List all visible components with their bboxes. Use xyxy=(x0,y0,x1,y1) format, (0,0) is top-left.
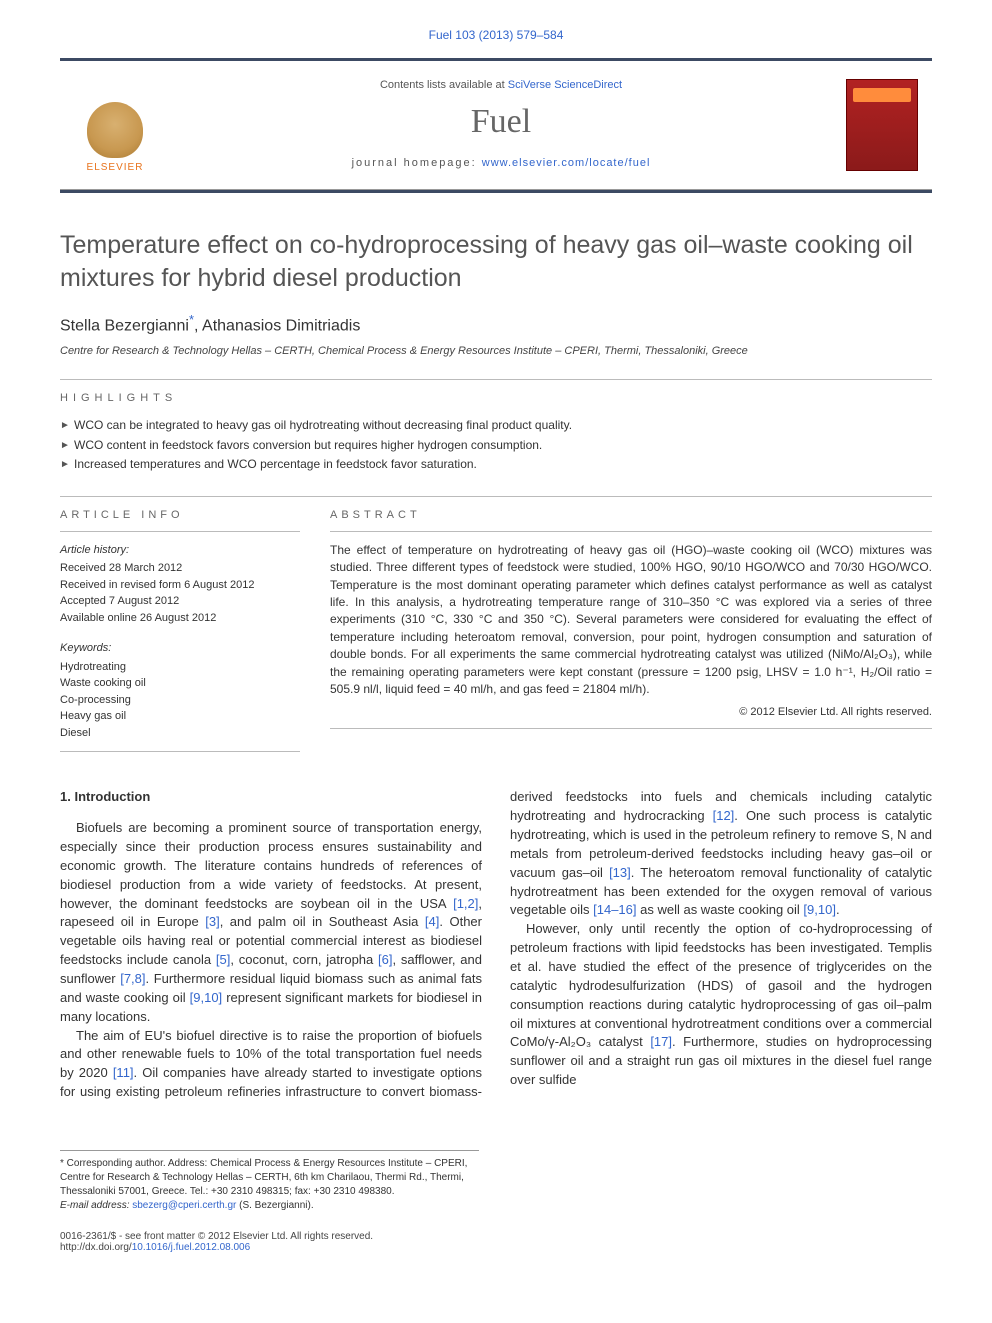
article-info-heading: article info xyxy=(60,509,300,521)
citation-link[interactable]: [14–16] xyxy=(593,902,636,917)
highlight-item: WCO content in feedstock favors conversi… xyxy=(60,436,932,455)
masthead: ELSEVIER Contents lists available at Sci… xyxy=(60,58,932,193)
running-head: Fuel 103 (2013) 579–584 xyxy=(60,28,932,42)
abstract-copyright: © 2012 Elsevier Ltd. All rights reserved… xyxy=(330,706,932,718)
homepage-prefix: journal homepage: xyxy=(352,157,482,169)
doi-line: http://dx.doi.org/10.1016/j.fuel.2012.08… xyxy=(60,1242,373,1253)
elsevier-tree-icon xyxy=(87,102,143,158)
email-suffix: (S. Bezergianni). xyxy=(236,1200,313,1211)
divider xyxy=(60,496,932,497)
email-link[interactable]: sbezerg@cperi.certh.gr xyxy=(132,1200,236,1211)
keyword[interactable]: Waste cooking oil xyxy=(60,675,300,692)
citation-link[interactable]: [4] xyxy=(425,914,439,929)
homepage-line: journal homepage: www.elsevier.com/locat… xyxy=(160,157,842,169)
body-text: 1. Introduction Biofuels are becoming a … xyxy=(60,788,932,1102)
publisher-name: ELSEVIER xyxy=(87,162,144,173)
citation-link[interactable]: [12] xyxy=(713,808,735,823)
history-item: Received 28 March 2012 xyxy=(60,560,300,577)
author-list: Stella Bezergianni*, Athanasios Dimitria… xyxy=(60,312,932,335)
history-item: Accepted 7 August 2012 xyxy=(60,593,300,610)
page-footer: 0016-2361/$ - see front matter © 2012 El… xyxy=(60,1231,932,1253)
keyword[interactable]: Co-processing xyxy=(60,692,300,709)
citation-link[interactable]: [1,2] xyxy=(453,896,478,911)
article-info-column: article info Article history: Received 2… xyxy=(60,509,300,753)
citation-link[interactable]: [3] xyxy=(205,914,219,929)
corresponding-author-footnote: * Corresponding author. Address: Chemica… xyxy=(60,1157,479,1199)
author-2[interactable]: , Athanasios Dimitriadis xyxy=(194,317,360,334)
citation-link[interactable]: [5] xyxy=(216,952,230,967)
footnote-block: * Corresponding author. Address: Chemica… xyxy=(60,1150,479,1213)
citation-link[interactable]: [11] xyxy=(113,1065,134,1080)
highlight-item: Increased temperatures and WCO percentag… xyxy=(60,455,932,474)
history-item: Received in revised form 6 August 2012 xyxy=(60,577,300,594)
email-label: E-mail address: xyxy=(60,1200,132,1211)
contents-prefix: Contents lists available at xyxy=(380,79,508,91)
citation-link[interactable]: [6] xyxy=(378,952,392,967)
abstract-heading: abstract xyxy=(330,509,932,521)
citation-link[interactable]: [7,8] xyxy=(120,971,145,986)
keyword[interactable]: Heavy gas oil xyxy=(60,708,300,725)
citation-link[interactable]: [9,10] xyxy=(190,990,223,1005)
keyword[interactable]: Diesel xyxy=(60,725,300,742)
highlights-section: highlights WCO can be integrated to heav… xyxy=(60,392,932,474)
affiliation: Centre for Research & Technology Hellas … xyxy=(60,345,932,357)
article-title: Temperature effect on co-hydroprocessing… xyxy=(60,229,932,294)
contents-available-line: Contents lists available at SciVerse Sci… xyxy=(160,79,842,91)
highlights-heading: highlights xyxy=(60,392,932,404)
section-heading-1: 1. Introduction xyxy=(60,788,482,807)
citation-link[interactable]: [17] xyxy=(650,1034,672,1049)
body-paragraph: However, only until recently the option … xyxy=(510,920,932,1090)
issn-line: 0016-2361/$ - see front matter © 2012 El… xyxy=(60,1231,373,1242)
keywords-label: Keywords: xyxy=(60,640,300,657)
publisher-logo[interactable]: ELSEVIER xyxy=(70,73,160,177)
keyword[interactable]: Hydrotreating xyxy=(60,659,300,676)
citation-link[interactable]: [9,10] xyxy=(803,902,836,917)
sciencedirect-link[interactable]: SciVerse ScienceDirect xyxy=(508,79,622,91)
citation-link[interactable]: [13] xyxy=(609,865,631,880)
journal-cover-thumb[interactable] xyxy=(846,79,918,171)
doi-link[interactable]: 10.1016/j.fuel.2012.08.006 xyxy=(132,1242,250,1253)
homepage-link[interactable]: www.elsevier.com/locate/fuel xyxy=(482,157,651,169)
divider xyxy=(60,379,932,380)
history-label: Article history: xyxy=(60,542,300,559)
abstract-text: The effect of temperature on hydrotreati… xyxy=(330,542,932,699)
abstract-column: abstract The effect of temperature on hy… xyxy=(330,509,932,753)
history-item: Available online 26 August 2012 xyxy=(60,610,300,627)
author-1[interactable]: Stella Bezergianni xyxy=(60,317,189,334)
highlight-item: WCO can be integrated to heavy gas oil h… xyxy=(60,416,932,435)
email-line: E-mail address: sbezerg@cperi.certh.gr (… xyxy=(60,1199,479,1213)
journal-name: Fuel xyxy=(160,103,842,141)
body-paragraph: Biofuels are becoming a prominent source… xyxy=(60,819,482,1026)
